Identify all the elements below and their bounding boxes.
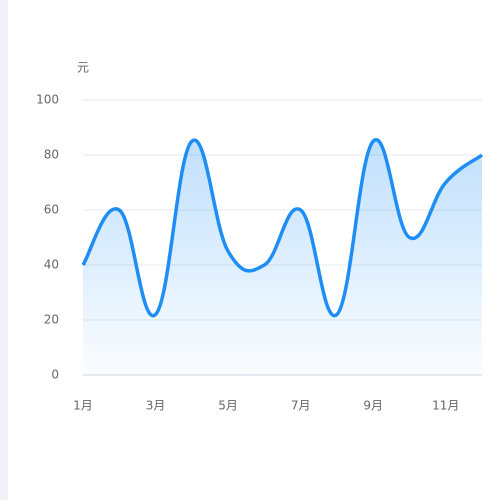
y-axis-name: 元 — [77, 61, 89, 75]
x-tick-label: 1月 — [73, 399, 93, 413]
y-tick-label: 100 — [36, 93, 59, 107]
x-tick-label: 3月 — [146, 399, 166, 413]
line — [81, 138, 484, 318]
y-tick-label: 80 — [44, 148, 59, 162]
y-tick-label: 0 — [51, 368, 59, 382]
y-tick-label: 60 — [44, 203, 59, 217]
x-tick-label: 5月 — [218, 399, 238, 413]
x-tick-label: 7月 — [291, 399, 311, 413]
y-tick-label: 20 — [44, 313, 59, 327]
x-tick-label: 9月 — [363, 399, 383, 413]
side-strip — [0, 0, 8, 500]
y-tick-label: 40 — [44, 258, 59, 272]
line-area — [83, 139, 482, 375]
x-tick-label: 11月 — [432, 399, 459, 413]
